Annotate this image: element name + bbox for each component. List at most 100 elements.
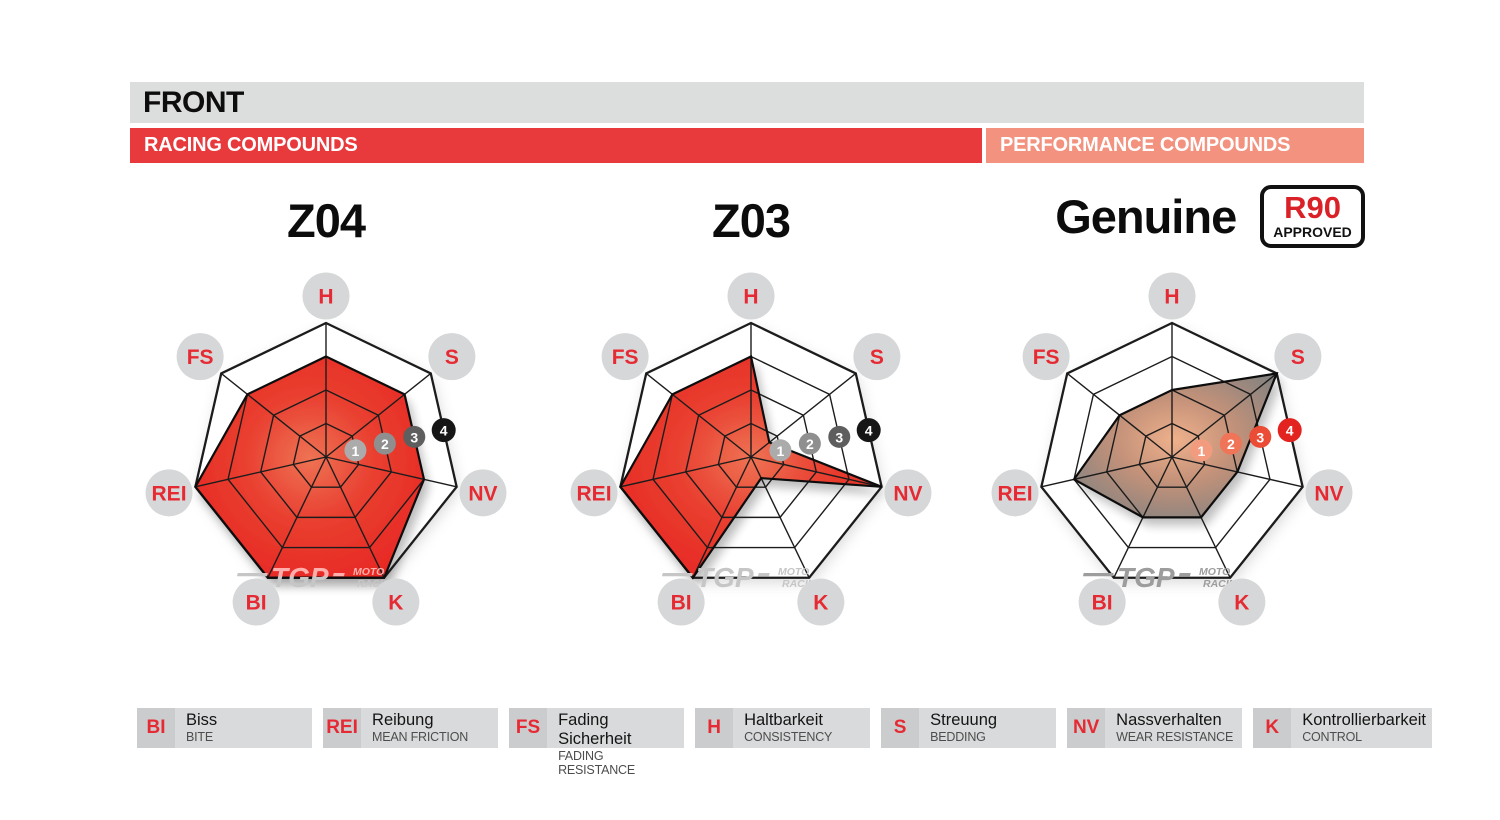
axis-bubble-FS (176, 333, 224, 381)
legend-text-FS: Fading Sicherheit FADING RESISTANCE (547, 708, 685, 777)
legend-text-REI: Reibung MEAN FRICTION (361, 708, 499, 748)
scale-marker-1 (344, 439, 367, 462)
watermark-moto: MOTO (353, 566, 384, 578)
scale-marker-3 (1249, 425, 1272, 448)
legend-item-S: S Streuung BEDDING (881, 708, 1057, 748)
scale-marker-label-3: 3 (1256, 429, 1264, 445)
axis-bubble-S (1274, 333, 1322, 381)
grid-ring-2 (684, 389, 818, 519)
legend-item-FS: FS Fading Sicherheit FADING RESISTANCE (509, 708, 685, 777)
axis-label-BI: BI (671, 592, 692, 615)
axis-line-REI (620, 456, 752, 488)
scale-marker-4 (856, 418, 881, 443)
axis-label-REI: REI (998, 482, 1033, 505)
grid-ring-3 (1073, 355, 1271, 549)
chart-title-z03: Z03 (712, 194, 791, 247)
legend-text-K: Kontrollierbarkeit CONTROL (1291, 708, 1432, 748)
scale-marker-3 (403, 425, 426, 448)
legend-german-term: Kontrollierbarkeit (1302, 711, 1426, 729)
r90-approved-badge: R90 APPROVED (1260, 184, 1365, 248)
scale-marker-label-4: 4 (1286, 423, 1294, 439)
legend: BI Biss BITE REI Reibung MEAN FRICTION FS Fadin… (137, 708, 1432, 777)
section-header-bar: FRONT (130, 82, 1364, 123)
data-polygon-fill (195, 356, 424, 578)
axis-label-S: S (870, 346, 884, 369)
radar-chart-z04: TGP MOTO RACING 1 2 3 4 H S NV K BI REI FS (116, 257, 536, 657)
legend-item-REI: REI Reibung MEAN FRICTION (323, 708, 499, 748)
legend-abbr-S: S (881, 708, 920, 748)
axis-label-FS: FS (612, 346, 639, 369)
axis-label-H: H (318, 286, 333, 309)
scale-marker-1 (769, 439, 792, 462)
scale-marker-label-4: 4 (440, 423, 448, 439)
axis-label-NV: NV (893, 482, 922, 505)
legend-english-term: CONSISTENCY (744, 730, 833, 744)
scale-marker-label-2: 2 (806, 436, 814, 452)
scale-marker-label-1: 1 (777, 443, 785, 459)
axis-label-K: K (1234, 592, 1249, 615)
axis-bubble-REI (145, 469, 193, 517)
axis-bubble-H (1148, 272, 1196, 320)
axis-bubble-K (797, 578, 845, 626)
axis-label-S: S (1291, 346, 1305, 369)
radar-chart-z03: TGP MOTO RACING 1 2 3 4 H S NV K BI REI FS (541, 257, 961, 657)
legend-german-term: Fading Sicherheit (558, 711, 632, 748)
scale-marker-4 (1277, 418, 1302, 443)
legend-abbr-K: K (1253, 708, 1292, 748)
racing-compounds-bar: RACING COMPOUNDS (130, 128, 982, 163)
axis-bubble-S (428, 333, 476, 381)
axis-line-REI (1041, 456, 1173, 488)
grid-ring-2 (259, 389, 393, 519)
axis-line-REI (195, 456, 327, 488)
axis-line-FS (645, 372, 752, 458)
axis-line-NV (750, 456, 882, 488)
axis-line-NV (325, 456, 457, 488)
axis-label-REI: REI (152, 482, 187, 505)
scale-marker-label-1: 1 (352, 443, 360, 459)
legend-item-H: H Haltbarkeit CONSISTENCY (695, 708, 871, 748)
legend-item-BI: BI Biss BITE (137, 708, 313, 748)
chart-title-genuine-row: Genuine R90 APPROVED (1000, 183, 1420, 249)
axis-bubble-REI (570, 469, 618, 517)
watermark-moto: MOTO (778, 566, 809, 578)
watermark-brand: TGP (1117, 562, 1175, 593)
legend-english-term: BEDDING (930, 730, 986, 744)
chart-title-z04: Z04 (287, 194, 366, 247)
axis-bubble-NV (459, 469, 507, 517)
legend-abbr-NV: NV (1067, 708, 1106, 748)
legend-item-NV: NV Nassverhalten WEAR RESISTANCE (1067, 708, 1243, 748)
axis-bubble-BI (1078, 578, 1126, 626)
grid-ring-4 (1040, 321, 1304, 579)
badge-approved-text: APPROVED (1273, 223, 1352, 240)
axis-line-BI (267, 456, 327, 579)
chart-title-genuine: Genuine (1055, 189, 1237, 243)
axis-line-BI (692, 456, 752, 579)
legend-item-K: K Kontrollierbarkeit CONTROL (1253, 708, 1432, 748)
axis-bubble-H (727, 272, 775, 320)
axis-line-FS (220, 372, 327, 458)
legend-text-H: Haltbarkeit CONSISTENCY (733, 708, 871, 748)
axis-label-FS: FS (187, 346, 214, 369)
grid-ring-3 (652, 355, 850, 549)
axis-bubble-NV (884, 469, 932, 517)
legend-text-S: Streuung BEDDING (919, 708, 1057, 748)
scale-marker-label-3: 3 (410, 429, 418, 445)
axis-label-REI: REI (577, 482, 612, 505)
axis-label-K: K (813, 592, 828, 615)
scale-marker-2 (798, 432, 821, 455)
legend-text-BI: Biss BITE (175, 708, 313, 748)
axis-bubble-K (372, 578, 420, 626)
scale-marker-label-4: 4 (865, 423, 873, 439)
legend-abbr-BI: BI (137, 708, 175, 748)
performance-compounds-label: PERFORMANCE COMPOUNDS (1000, 134, 1291, 156)
axis-bubble-REI (991, 469, 1039, 517)
legend-german-term: Biss (186, 711, 218, 729)
axis-label-NV: NV (468, 482, 497, 505)
axis-bubble-FS (1022, 333, 1070, 381)
axis-label-H: H (743, 286, 758, 309)
axis-label-H: H (1164, 286, 1179, 309)
